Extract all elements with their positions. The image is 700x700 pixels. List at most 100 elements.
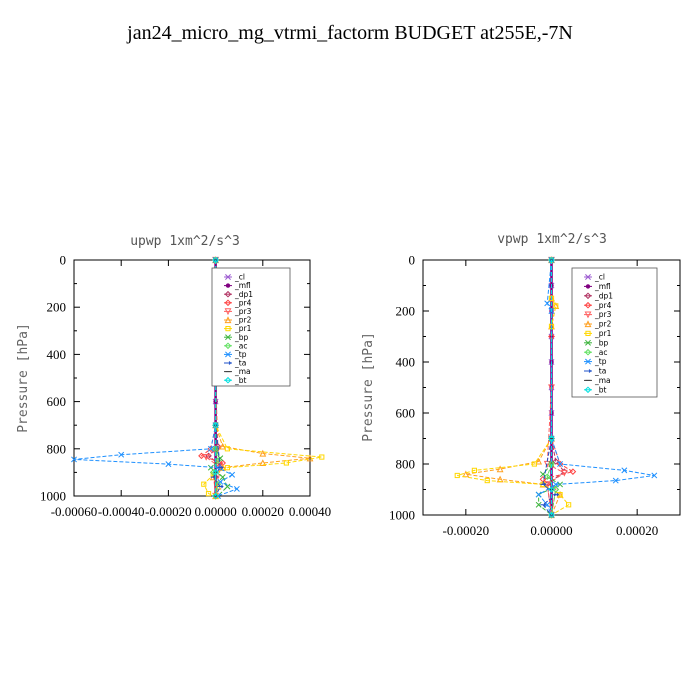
data-point: [209, 469, 217, 476]
data-point: [207, 445, 215, 453]
legend-marker: [584, 320, 592, 328]
data-point: [207, 445, 214, 452]
y-tick-label: 800: [396, 457, 416, 472]
series-tp: [535, 257, 658, 518]
data-point: [224, 483, 231, 490]
legend-label: _cl: [594, 273, 605, 282]
data-point: [535, 501, 542, 508]
legend-label: _ac: [594, 348, 607, 357]
legend: _cl_mfl_dp1_pr4_pr3_pr2_pr1_bp_ac_tp_ta_…: [211, 267, 291, 387]
data-point: [212, 492, 219, 500]
data-point: [531, 461, 537, 467]
y-axis-label: Pressure [hPa]: [361, 332, 376, 442]
data-point: [165, 461, 172, 468]
legend-label: _pr3: [594, 310, 612, 319]
chart-title: upwp 1xm^2/s^3: [130, 234, 240, 249]
data-point: [233, 485, 240, 492]
y-tick-label: 200: [47, 300, 67, 315]
legend-marker: [584, 292, 592, 300]
data-point: [259, 459, 267, 467]
series-bt: [548, 256, 555, 519]
data-point: [548, 435, 555, 442]
data-point: [471, 467, 477, 473]
data-point: [552, 486, 560, 493]
legend-label: _pr4: [234, 298, 252, 307]
data-point: [553, 303, 559, 309]
data-point: [229, 471, 236, 478]
legend-marker: [584, 311, 592, 319]
series-bt: [212, 256, 219, 500]
legend-label: _ta: [234, 359, 246, 368]
y-tick-label: 0: [60, 253, 67, 268]
data-point: [566, 502, 572, 508]
legend-label: _tp: [594, 357, 607, 366]
legend-marker: [225, 361, 232, 365]
data-point: [224, 465, 231, 471]
data-point: [543, 473, 551, 481]
data-point: [212, 256, 219, 264]
data-point: [651, 472, 658, 479]
legend-marker: [225, 334, 231, 341]
y-tick-label: 400: [47, 347, 67, 362]
data-point: [552, 302, 560, 309]
legend-label: _pr2: [234, 316, 252, 325]
data-point: [71, 456, 77, 463]
legend-marker: [224, 342, 232, 350]
legend-label: _pr1: [594, 329, 612, 338]
legend-label: _mfl: [594, 282, 611, 291]
y-tick-labels: 0 200 400 600 800 1000: [40, 253, 66, 504]
legend-marker: [224, 316, 232, 324]
legend-label: _ta: [594, 367, 606, 376]
series-line: [212, 260, 311, 497]
series-pr4: [539, 256, 577, 519]
legend-label: _dp1: [594, 291, 613, 300]
vpwp-chart: vpwp 1xm^2/s^3 Pressure [hPa] 0 200 400 600…: [361, 232, 681, 538]
legend-marker: [585, 284, 591, 289]
x-tick-label: -0.00020: [443, 523, 490, 538]
data-point: [217, 465, 224, 470]
data-point: [535, 457, 543, 465]
data-point: [219, 442, 227, 450]
legend-label: _cl: [234, 273, 245, 282]
data-point: [544, 300, 551, 307]
x-tick-label: 0.00000: [530, 523, 572, 538]
x-tick-label: -0.00020: [145, 504, 192, 519]
data-point: [118, 451, 125, 458]
x-tick-label: -0.00060: [51, 504, 98, 519]
legend-label: _bt: [234, 376, 247, 385]
figure-title: jan24_micro_mg_vtrmi_factorm BUDGET at25…: [127, 22, 573, 44]
data-point: [535, 491, 542, 498]
x-tick-label: 0.00020: [616, 523, 658, 538]
data-point: [207, 464, 214, 471]
data-point: [205, 491, 212, 497]
data-point: [548, 486, 555, 493]
y-tick-label: 400: [396, 355, 416, 370]
legend-label: _bp: [594, 338, 609, 347]
legend-marker: [225, 274, 231, 280]
legend-marker: [585, 369, 592, 373]
data-point: [612, 477, 619, 484]
series-line: [465, 260, 561, 516]
legend-box: [571, 267, 658, 398]
y-tick-label: 0: [409, 253, 416, 268]
data-point: [454, 472, 460, 479]
legend-label: _tp: [234, 350, 247, 359]
chart-title: vpwp 1xm^2/s^3: [497, 232, 607, 247]
legend-marker: [584, 348, 592, 356]
data-point: [557, 461, 564, 467]
data-point: [217, 455, 224, 462]
data-point: [212, 469, 219, 476]
data-point: [259, 449, 267, 457]
x-tick-label: 0.00020: [242, 504, 284, 519]
x-tick-label: 0.00000: [194, 504, 236, 519]
legend-marker: [224, 376, 232, 384]
data-point: [212, 445, 219, 453]
data-point: [552, 481, 559, 488]
y-tick-label: 600: [47, 394, 67, 409]
x-tick-label: 0.00040: [289, 504, 331, 519]
legend-label: _ac: [234, 341, 247, 350]
legend-label: _ma: [594, 376, 611, 385]
data-point: [552, 458, 560, 465]
legend-marker: [585, 339, 591, 346]
x-tick-labels: -0.00020 0.00000 0.00020: [443, 523, 659, 538]
